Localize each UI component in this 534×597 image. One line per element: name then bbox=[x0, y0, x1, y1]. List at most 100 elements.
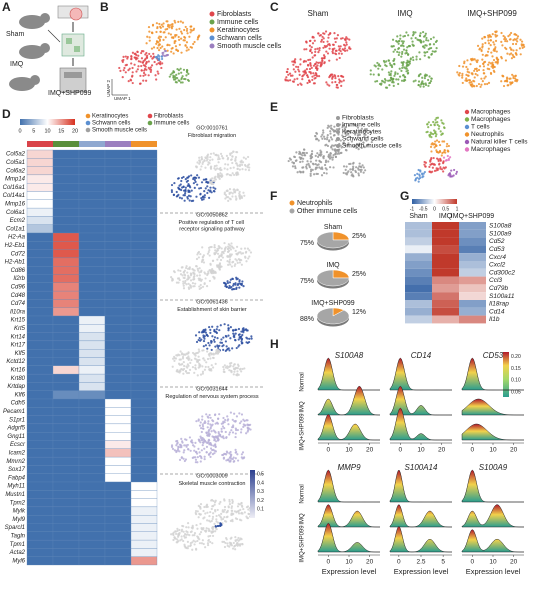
gene-label: Cd79b bbox=[489, 285, 509, 292]
cell-dot bbox=[241, 280, 244, 283]
cell-dot bbox=[493, 70, 496, 74]
cell-dot bbox=[196, 527, 199, 530]
cell-dot bbox=[429, 160, 432, 163]
cell-dot bbox=[397, 40, 400, 43]
cell-dot bbox=[235, 511, 238, 514]
heat-cell bbox=[78, 307, 106, 317]
heat-cell bbox=[104, 539, 132, 549]
cell-dot bbox=[230, 371, 233, 374]
cell-dot bbox=[455, 170, 458, 173]
cell-dot bbox=[305, 40, 308, 43]
cell-dot bbox=[216, 172, 220, 176]
cell-dot bbox=[309, 160, 312, 163]
colorbar-tick-label: 5 bbox=[32, 128, 35, 134]
cell-dot bbox=[209, 189, 212, 192]
cell-dot bbox=[397, 78, 400, 81]
cell-dot bbox=[402, 48, 406, 51]
cell-dot bbox=[220, 175, 223, 179]
cell-dot bbox=[164, 36, 167, 39]
cell-dot bbox=[192, 285, 195, 288]
colorbar bbox=[412, 199, 457, 204]
cell-dot bbox=[340, 52, 343, 55]
cell-dot bbox=[354, 144, 357, 147]
heat-cell bbox=[405, 284, 432, 293]
cell-dot bbox=[189, 274, 193, 277]
cell-dot bbox=[199, 421, 202, 424]
cell-dot bbox=[230, 506, 233, 510]
cell-dot bbox=[299, 63, 302, 66]
cell-dot bbox=[407, 34, 410, 37]
cell-dot bbox=[236, 544, 239, 547]
cell-dot bbox=[472, 79, 475, 82]
cell-dot bbox=[233, 370, 236, 373]
cell-dot bbox=[453, 168, 456, 172]
cell-dot bbox=[196, 539, 199, 543]
cell-dot bbox=[152, 56, 155, 59]
cell-dot bbox=[438, 150, 442, 153]
cell-dot bbox=[423, 77, 426, 80]
cell-dot bbox=[229, 248, 233, 251]
heat-cell bbox=[26, 299, 54, 308]
cell-dot bbox=[249, 423, 252, 426]
cell-dot bbox=[215, 349, 218, 352]
cell-dot bbox=[200, 542, 203, 545]
cell-dot bbox=[353, 123, 356, 126]
cell-dot bbox=[217, 514, 221, 517]
ridge-title: S100A8 bbox=[335, 351, 364, 360]
cell-dot bbox=[175, 28, 178, 31]
cell-dot bbox=[292, 80, 295, 83]
cell-dot bbox=[233, 545, 236, 548]
cell-dot bbox=[216, 352, 219, 355]
cell-dot bbox=[351, 168, 354, 171]
cell-dot bbox=[198, 34, 201, 37]
cell-dot bbox=[195, 513, 198, 516]
cell-dot bbox=[207, 272, 210, 275]
cell-dot bbox=[428, 56, 431, 59]
cell-dot bbox=[332, 134, 336, 137]
cell-dot bbox=[216, 344, 219, 347]
cell-dot bbox=[512, 39, 515, 42]
gene-label: Cdh5 bbox=[11, 401, 26, 407]
cell-dot bbox=[223, 323, 226, 326]
legend-dot bbox=[289, 208, 295, 214]
cell-dot bbox=[434, 135, 437, 138]
heat-cell bbox=[26, 490, 54, 499]
cell-dot bbox=[220, 427, 223, 430]
cell-dot bbox=[220, 247, 223, 250]
cell-dot bbox=[214, 345, 217, 348]
heat-cell bbox=[104, 465, 132, 474]
cell-dot bbox=[211, 335, 214, 338]
cell-dot bbox=[487, 63, 490, 66]
ridge bbox=[317, 357, 380, 391]
cell-dot bbox=[223, 248, 227, 251]
heat-cell bbox=[130, 340, 158, 350]
x-tick-label: 20 bbox=[510, 447, 518, 454]
cell-dot bbox=[340, 75, 344, 78]
gene-label: Col5a1 bbox=[6, 160, 25, 166]
cell-dot bbox=[306, 75, 310, 79]
gene-label: Cd96 bbox=[11, 285, 26, 291]
cell-dot bbox=[331, 75, 335, 78]
cell-dot bbox=[172, 78, 176, 81]
cell-dot bbox=[208, 442, 211, 445]
cell-dot bbox=[325, 81, 328, 84]
cell-dot bbox=[428, 75, 431, 78]
cell-dot bbox=[172, 75, 175, 79]
cell-dot bbox=[172, 531, 175, 534]
heat-cell bbox=[26, 523, 54, 532]
cell-dot bbox=[217, 350, 221, 354]
cell-dot bbox=[140, 69, 143, 72]
heat-cell bbox=[405, 307, 432, 316]
cell-dot bbox=[201, 415, 204, 418]
cell-dot bbox=[357, 172, 360, 175]
cell-dot bbox=[427, 84, 430, 87]
cell-dot bbox=[487, 39, 490, 42]
heat-cell bbox=[78, 415, 106, 425]
cell-dot bbox=[432, 36, 435, 39]
cell-dot bbox=[310, 46, 313, 49]
cell-dot bbox=[177, 177, 180, 180]
cell-dot bbox=[317, 32, 320, 35]
cell-dot bbox=[326, 83, 329, 86]
cell-dot bbox=[325, 50, 328, 53]
column-label: IMQ+SHP099 bbox=[451, 213, 494, 220]
